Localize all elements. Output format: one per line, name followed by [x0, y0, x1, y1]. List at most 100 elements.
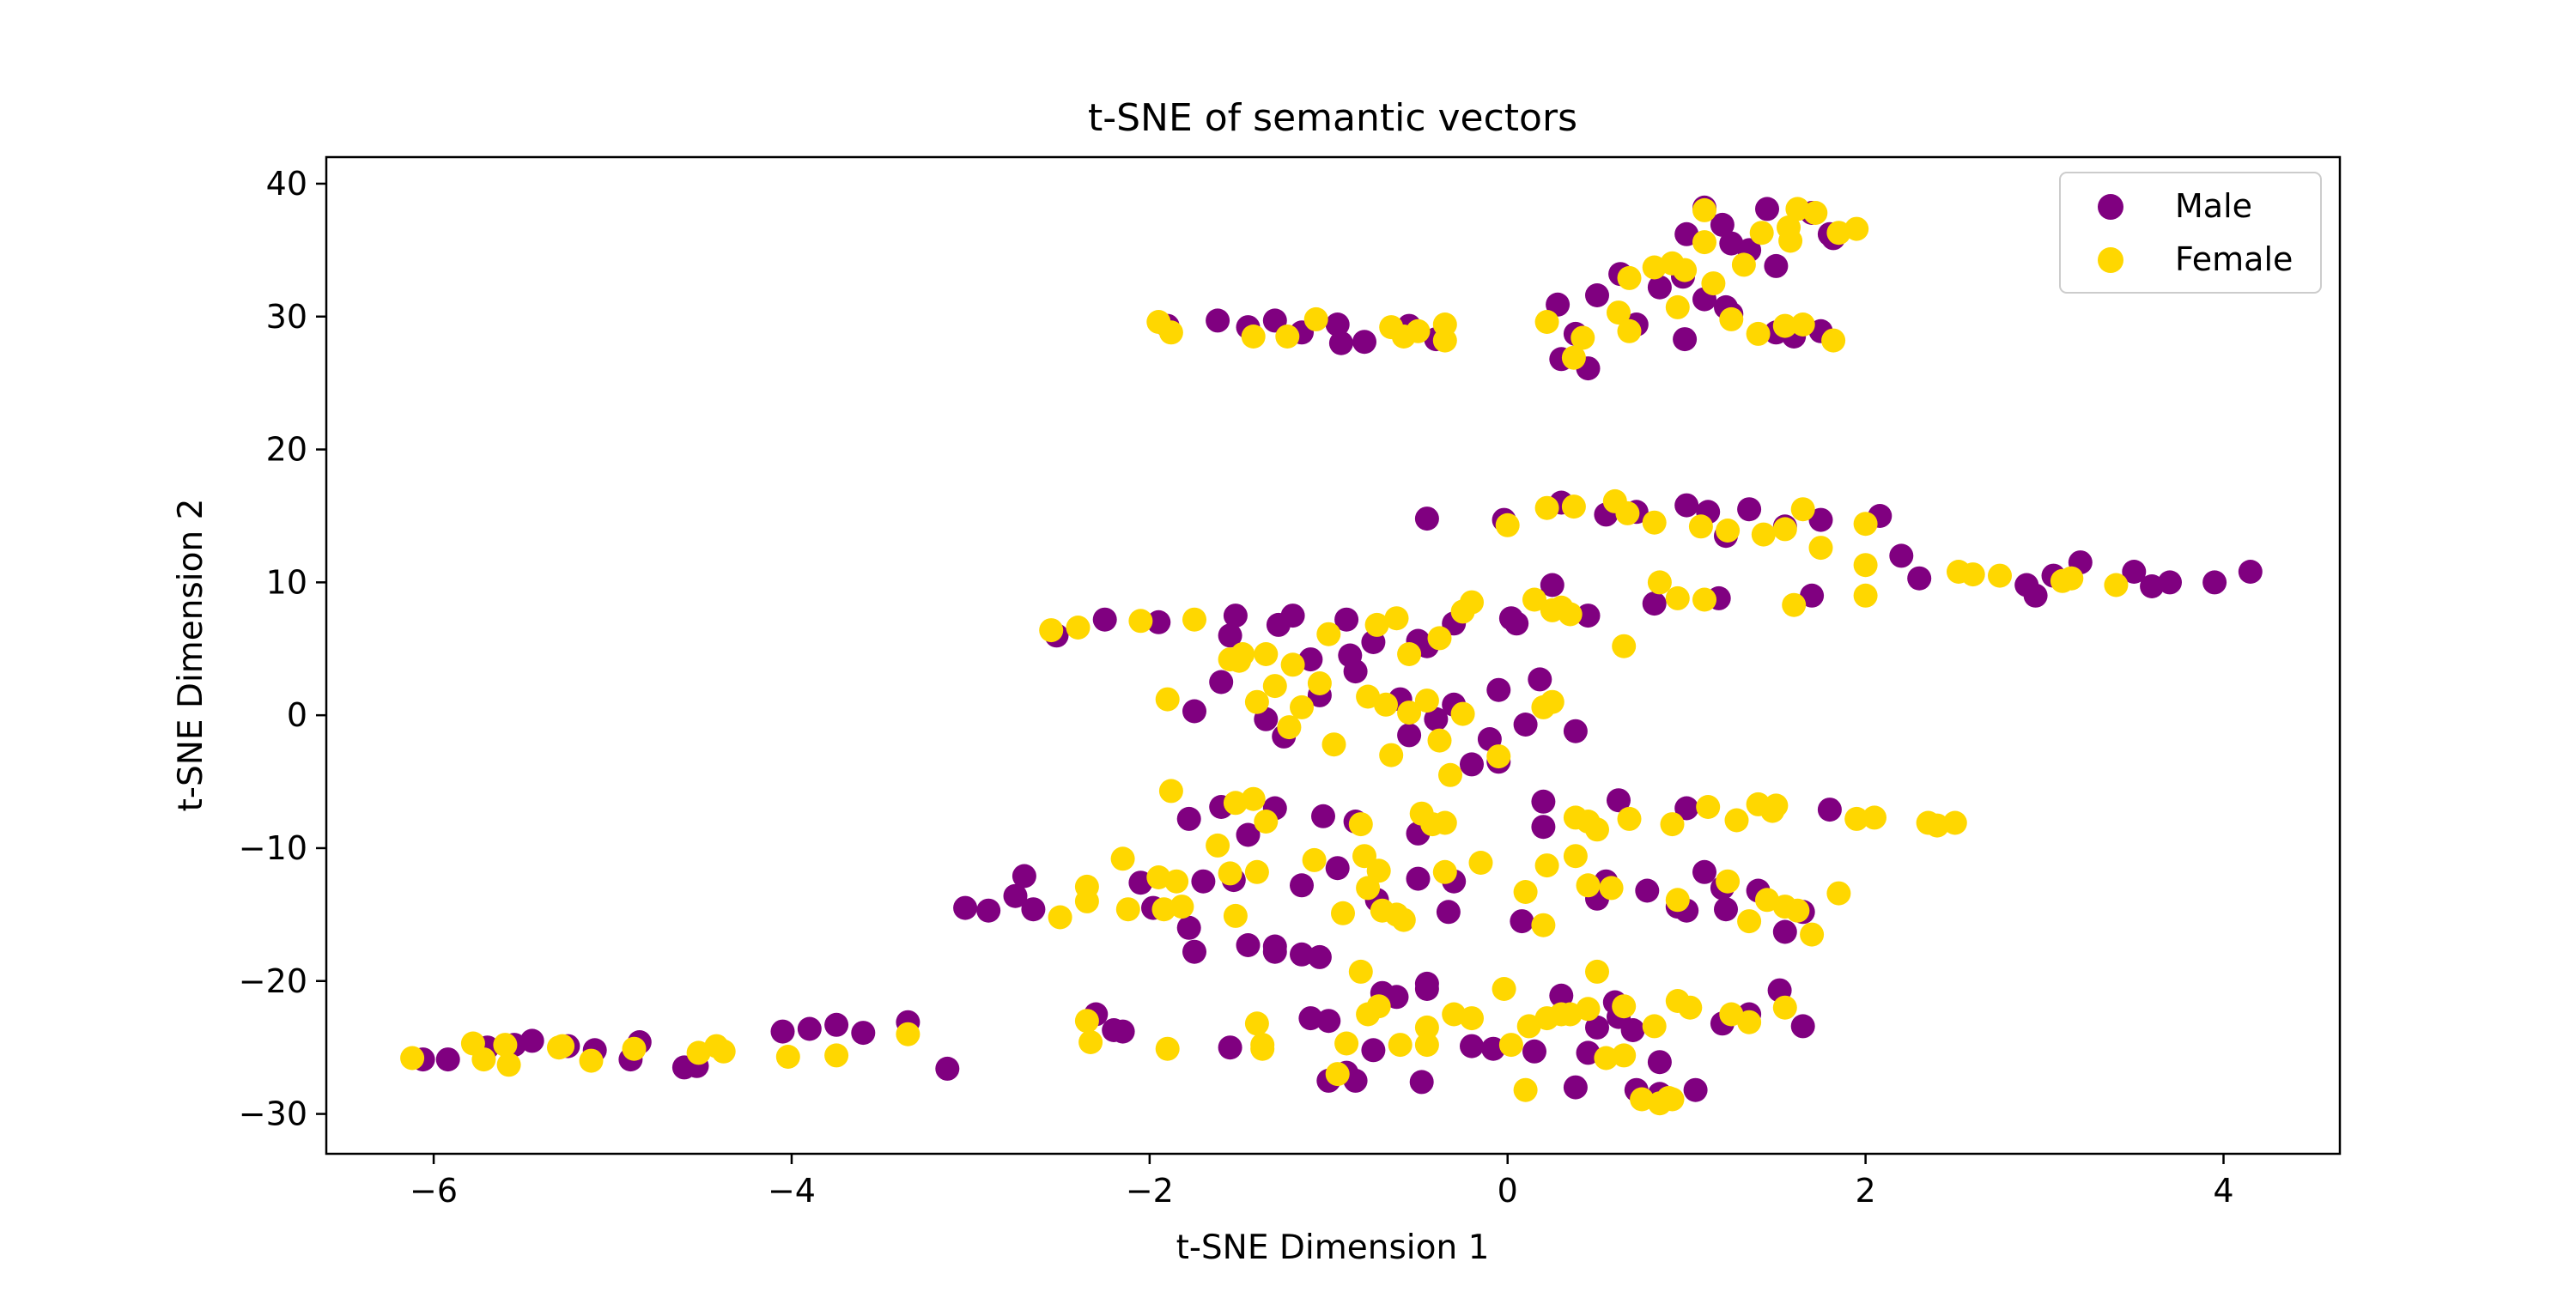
point-female	[1348, 959, 1373, 984]
point-male	[851, 1021, 876, 1046]
point-male	[1737, 497, 1762, 522]
point-male	[2158, 570, 2182, 595]
point-female	[1960, 562, 1985, 587]
point-female	[1495, 513, 1520, 537]
point-female	[1692, 587, 1716, 612]
point-female	[1561, 345, 1586, 370]
y-tick-label: −30	[239, 1095, 307, 1133]
point-male	[1563, 719, 1588, 743]
point-female	[1785, 898, 1810, 923]
point-female	[1782, 592, 1807, 617]
chart-title: t-SNE of semantic vectors	[1088, 96, 1577, 140]
point-female	[1307, 671, 1332, 695]
point-male	[1546, 292, 1571, 317]
point-female	[1414, 1033, 1439, 1058]
point-male	[1674, 796, 1699, 821]
point-female	[1158, 779, 1183, 804]
point-male	[1607, 788, 1631, 813]
point-female	[1612, 994, 1637, 1019]
point-female	[1678, 995, 1703, 1020]
point-male	[1481, 1036, 1506, 1061]
point-female	[1151, 897, 1176, 922]
point-male	[2238, 560, 2263, 584]
point-female	[1558, 602, 1583, 627]
point-female	[1576, 997, 1601, 1022]
point-female	[1414, 688, 1439, 713]
point-male	[1325, 312, 1350, 337]
point-female	[1397, 642, 1422, 666]
point-male	[1021, 897, 1046, 922]
point-male	[1710, 212, 1735, 237]
x-tick-label: 4	[2213, 1172, 2233, 1210]
point-female	[493, 1033, 518, 1058]
point-male	[1817, 798, 1842, 822]
point-female	[1790, 497, 1815, 522]
point-male	[1531, 815, 1556, 840]
point-male	[976, 898, 1001, 923]
point-female	[1275, 325, 1300, 349]
point-female	[1790, 312, 1815, 337]
y-tick-label: −10	[239, 829, 307, 867]
point-male	[1674, 493, 1699, 518]
point-male	[1092, 607, 1117, 632]
legend-marker-female	[2098, 247, 2123, 273]
point-female	[1432, 312, 1457, 337]
point-male	[797, 1016, 822, 1041]
point-female	[1862, 805, 1886, 830]
point-female	[1128, 609, 1153, 634]
point-female	[1772, 995, 1797, 1020]
point-female	[1665, 585, 1690, 610]
point-female	[1540, 689, 1564, 714]
point-female	[1665, 294, 1690, 319]
point-female	[1048, 905, 1072, 930]
point-female	[711, 1039, 736, 1064]
point-male	[1907, 566, 1932, 591]
point-female	[1642, 510, 1667, 535]
point-female	[1039, 618, 1064, 643]
point-female	[1534, 495, 1559, 520]
point-female	[1701, 271, 1726, 296]
point-female	[1334, 1031, 1359, 1056]
legend: Male Female	[2059, 172, 2322, 294]
point-female	[1356, 684, 1381, 709]
point-female	[1303, 306, 1328, 331]
point-male	[1352, 330, 1376, 355]
point-female	[1374, 692, 1398, 717]
point-male	[1522, 1039, 1546, 1064]
point-female	[1749, 221, 1774, 246]
point-female	[1254, 810, 1279, 834]
point-female	[1356, 876, 1381, 901]
point-female	[824, 1043, 849, 1068]
point-female	[1803, 201, 1828, 225]
point-female	[1853, 553, 1878, 578]
point-male	[1182, 699, 1206, 724]
legend-label-female: Female	[2175, 240, 2293, 278]
legend-label-male: Male	[2175, 187, 2252, 225]
point-male	[1486, 677, 1511, 702]
point-female	[1206, 833, 1230, 858]
point-male	[1406, 866, 1431, 891]
point-female	[1692, 230, 1716, 255]
point-male	[1176, 806, 1201, 831]
point-male	[1236, 933, 1261, 957]
point-male	[1714, 897, 1738, 922]
x-tick-label: −2	[1126, 1172, 1174, 1210]
point-female	[775, 1045, 800, 1069]
point-female	[1513, 1077, 1538, 1102]
point-female	[1460, 1006, 1484, 1031]
point-male	[1236, 822, 1261, 847]
point-male	[1436, 900, 1461, 925]
point-female	[1352, 844, 1376, 869]
point-female	[1778, 228, 1803, 253]
point-male	[1460, 752, 1484, 777]
point-female	[1442, 1002, 1467, 1027]
point-female	[1688, 514, 1713, 539]
point-female	[1364, 612, 1389, 637]
point-female	[1450, 599, 1475, 624]
point-female	[1844, 806, 1869, 831]
point-female	[1158, 320, 1183, 345]
point-female	[1617, 318, 1642, 343]
point-female	[1244, 1011, 1269, 1036]
point-female	[1223, 903, 1248, 928]
